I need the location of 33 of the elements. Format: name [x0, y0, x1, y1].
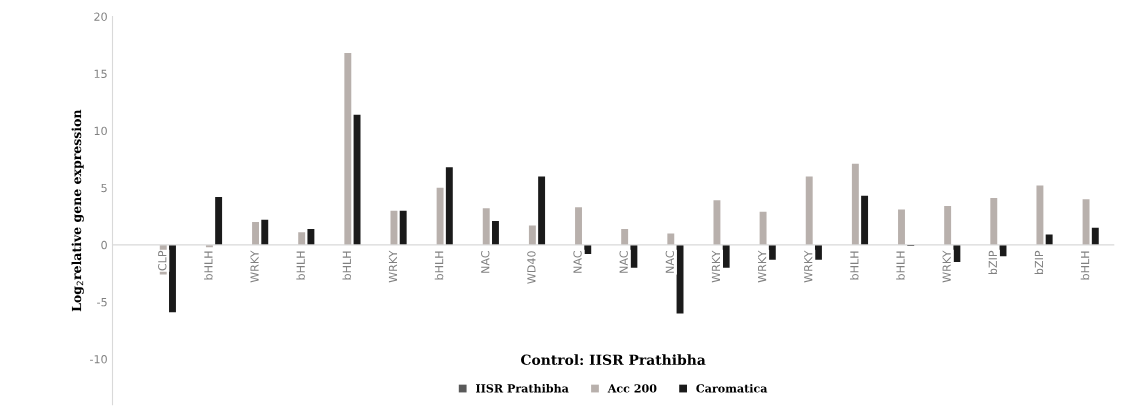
x-tick-label: CLP	[158, 250, 167, 271]
x-tick-label: bHLH	[849, 251, 859, 280]
y-axis-title: Log$_{2}$relative gene expression	[71, 109, 84, 312]
y-tick-label: 20	[94, 12, 107, 21]
x-tick-label: WRKY	[804, 250, 813, 283]
x-tick-label: bHLH	[342, 251, 352, 280]
x-tick-label: bHLH	[204, 251, 213, 280]
x-tick-label: WRKY	[758, 250, 767, 283]
y-tick-label: 10	[94, 126, 107, 136]
x-tick-label: bHLH	[896, 251, 905, 280]
x-tick-label: WRKY	[388, 250, 398, 283]
x-tick-label: WRKY	[711, 250, 721, 283]
x-tick-label: bZIP	[1034, 250, 1044, 275]
x-tick-label: bHLH	[1080, 251, 1090, 280]
x-tick-label: NAC	[573, 251, 582, 273]
y-tick-label: -10	[90, 355, 107, 364]
y-tick-label: 15	[94, 69, 107, 78]
x-axis-title: Control: IISR Prathibha	[521, 354, 706, 366]
y-tick-label: 0	[101, 240, 107, 250]
x-tick-label: WRKY	[250, 250, 259, 283]
x-tick-label: WRKY	[942, 250, 951, 283]
x-tick-label: NAC	[481, 251, 490, 273]
x-tick-label: NAC	[665, 251, 675, 273]
x-tick-label: bZIP	[988, 250, 998, 275]
legend-label: Caromatica	[696, 383, 768, 393]
legend-label: IISR Prathibha	[475, 383, 569, 393]
y-tick-label: -5	[97, 298, 107, 307]
x-tick-label: WD40	[527, 251, 536, 284]
x-tick-label: bHLH	[434, 251, 444, 280]
x-tick-label: bHLH	[296, 251, 305, 280]
x-tick-label: NAC	[619, 251, 628, 273]
y-tick-label: 5	[101, 183, 107, 193]
legend-label: Acc 200	[607, 384, 657, 393]
